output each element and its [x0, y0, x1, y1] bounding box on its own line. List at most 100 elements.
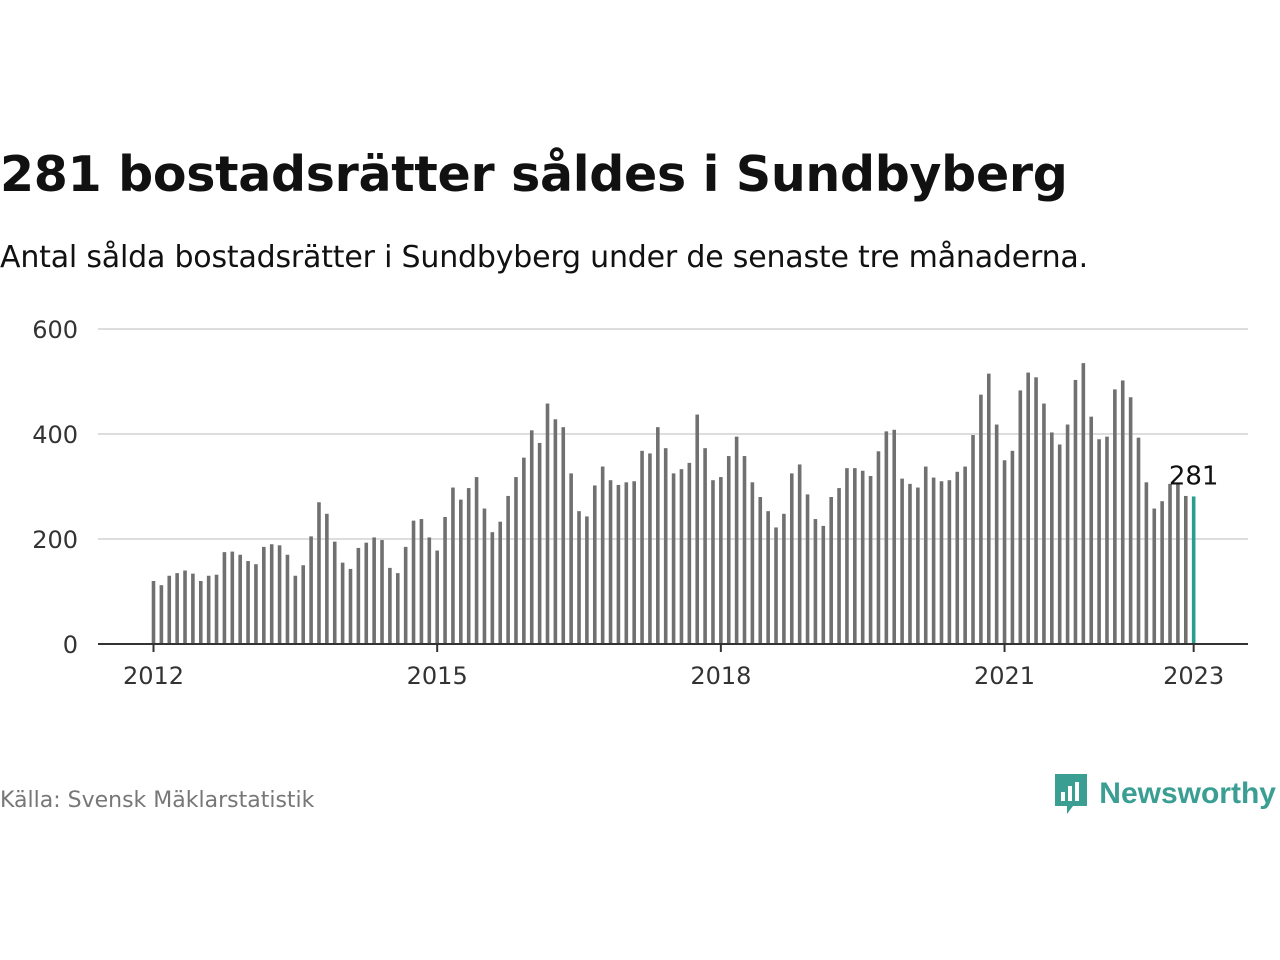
x-tick-label: 2018 [690, 662, 751, 690]
bar [301, 565, 306, 644]
bar [829, 497, 833, 644]
bar [750, 482, 755, 644]
bar [1042, 403, 1046, 644]
bar [939, 481, 944, 644]
bar [853, 468, 857, 645]
bar [845, 468, 849, 645]
bar [1073, 379, 1078, 644]
bar [585, 516, 589, 644]
bar [1018, 390, 1023, 644]
bar [1026, 372, 1030, 644]
bar [663, 448, 668, 644]
bar [671, 473, 676, 645]
bar [561, 427, 566, 644]
bar [868, 476, 873, 644]
y-tick-label: 0 [63, 631, 78, 659]
bar [1097, 439, 1101, 644]
bar [711, 480, 715, 644]
bar [979, 394, 983, 645]
bar [332, 541, 337, 645]
bar [1057, 444, 1062, 644]
bar [269, 544, 274, 644]
bar [411, 520, 416, 645]
bar [923, 466, 928, 644]
axes: 0 200 400 600 2012 2015 2018 2021 2023 281 [32, 316, 1248, 690]
chart-title: 281 bostadsrätter såldes i Sundbyberg [0, 146, 1068, 203]
bar [529, 430, 534, 644]
bar [1136, 437, 1141, 644]
bar [474, 477, 479, 644]
bar-chart: 0 200 400 600 2012 2015 2018 2021 2023 281 [32, 316, 1248, 690]
bar [797, 464, 802, 644]
bar [262, 546, 266, 645]
bar [971, 435, 975, 644]
bar [994, 424, 999, 644]
bar [230, 551, 235, 644]
bar [782, 513, 786, 644]
bar [758, 497, 763, 644]
bar [892, 429, 897, 644]
bar [608, 480, 613, 644]
bar [325, 513, 329, 644]
bar [1113, 389, 1117, 645]
bar [1034, 377, 1038, 644]
bar [876, 451, 881, 644]
x-tick-label: 2021 [974, 662, 1035, 690]
bar [900, 478, 904, 645]
bar [159, 585, 164, 644]
bar [553, 419, 558, 644]
bar [726, 456, 731, 644]
bar [860, 470, 865, 644]
bar [537, 442, 542, 644]
bar [1128, 397, 1133, 644]
x-tick-label: 2015 [407, 662, 468, 690]
bar [837, 488, 841, 644]
bar [466, 488, 471, 644]
y-tick-label: 200 [32, 526, 78, 554]
bar [372, 537, 376, 644]
bar [648, 453, 652, 644]
bar [1089, 416, 1094, 644]
bar [916, 487, 920, 644]
bar [356, 547, 361, 644]
bar [246, 561, 250, 644]
bar [679, 469, 684, 644]
bar [545, 403, 550, 644]
bar [214, 574, 219, 644]
bar [1144, 482, 1149, 644]
bar [695, 414, 700, 644]
bar [151, 581, 156, 644]
bar [222, 552, 227, 645]
bar [277, 545, 282, 644]
bar [1065, 424, 1070, 644]
bar [986, 373, 991, 645]
bar [963, 466, 967, 644]
bar [364, 542, 369, 644]
chart-subtitle: Antal sålda bostadsrätter i Sundbyberg u… [0, 240, 1088, 275]
bar [616, 484, 621, 644]
brand-name: Newsworthy [1099, 777, 1276, 810]
bar [348, 568, 353, 644]
bar [514, 477, 518, 644]
bar [687, 462, 692, 645]
bar [719, 477, 723, 644]
brand: Newsworthy [1053, 772, 1276, 816]
source-note: Källa: Svensk Mäklarstatistik [0, 788, 315, 813]
bar [183, 570, 187, 644]
bar [340, 562, 345, 645]
bar [1002, 460, 1007, 644]
bar [459, 499, 463, 645]
bar [955, 471, 960, 644]
bar [285, 554, 290, 644]
bar [395, 573, 400, 645]
bar [443, 516, 447, 644]
bar [419, 519, 424, 644]
bar [451, 487, 455, 644]
bar [1081, 363, 1086, 645]
bar [569, 473, 573, 645]
bar [1120, 380, 1125, 644]
bar [1050, 432, 1054, 644]
bar [498, 521, 503, 644]
bar [931, 477, 936, 644]
x-tick-label: 2012 [123, 662, 184, 690]
